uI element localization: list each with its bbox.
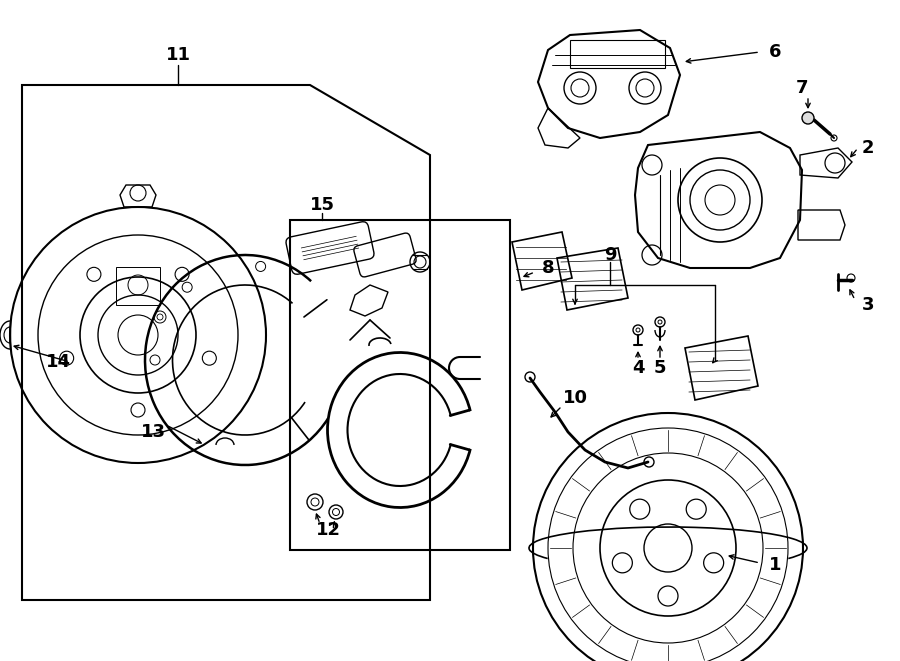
Bar (570, 40, 665, 68)
Circle shape (802, 112, 814, 124)
Bar (116, 267, 160, 305)
Text: 13: 13 (140, 423, 166, 441)
Text: 8: 8 (542, 259, 554, 277)
Text: 14: 14 (46, 353, 70, 371)
Text: 12: 12 (316, 521, 340, 539)
Text: 11: 11 (166, 46, 191, 64)
Text: 5: 5 (653, 359, 666, 377)
Text: 15: 15 (310, 196, 335, 214)
Text: 9: 9 (604, 246, 617, 264)
Text: 3: 3 (862, 296, 874, 314)
Text: 2: 2 (862, 139, 874, 157)
Text: 6: 6 (769, 43, 781, 61)
Text: 4: 4 (632, 359, 644, 377)
Text: 1: 1 (769, 556, 781, 574)
Bar (290, 220, 510, 550)
Text: 7: 7 (796, 79, 808, 97)
Text: 10: 10 (562, 389, 588, 407)
